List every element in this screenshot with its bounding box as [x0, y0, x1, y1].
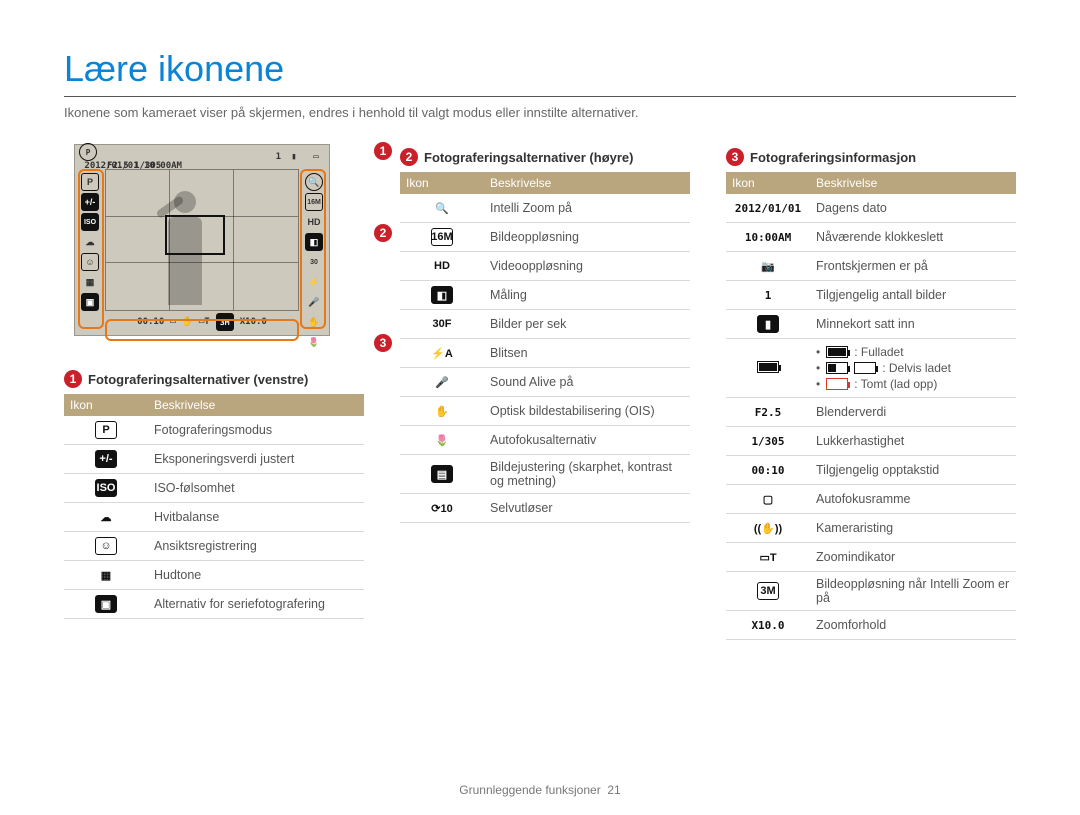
- table-row: ◧Måling: [400, 281, 690, 310]
- table-row: ▣Alternativ for seriefotografering: [64, 590, 364, 619]
- table-row: ▦Hudtone: [64, 561, 364, 590]
- section2-header: 2 Fotograferingsalternativer (høyre): [400, 148, 690, 166]
- table-row: ISOISO-følsomhet: [64, 474, 364, 503]
- table-row: ▮Minnekort satt inn: [726, 310, 1016, 339]
- table-row: ⚡ABlitsen: [400, 339, 690, 368]
- section1-header: 1 Fotograferingsalternativer (venstre): [64, 370, 364, 388]
- table-row: 🔍Intelli Zoom på: [400, 194, 690, 223]
- table-row: 2012/01/01Dagens dato: [726, 194, 1016, 223]
- section3-header: 3 Fotograferingsinformasjon: [726, 148, 1016, 166]
- table-row: PFotograferingsmodus: [64, 416, 364, 445]
- table-row: F2.5Blenderverdi: [726, 398, 1016, 427]
- table-row: ▭TZoomindikator: [726, 543, 1016, 572]
- table-row: HDVideooppløsning: [400, 252, 690, 281]
- table-row: ✋Optisk bildestabilisering (OIS): [400, 397, 690, 426]
- table-row: 00:10Tilgjengelig opptakstid: [726, 456, 1016, 485]
- table-row: 🎤Sound Alive på: [400, 368, 690, 397]
- table-row: ▢Autofokusramme: [726, 485, 1016, 514]
- table-row: 16MBildeoppløsning: [400, 223, 690, 252]
- table-row: 📷Frontskjermen er på: [726, 252, 1016, 281]
- callout-3: 3: [374, 334, 392, 352]
- table-row: ☺Ansiktsregistrering: [64, 532, 364, 561]
- camera-screen-diagram: P 2012/01/01 10:00AM 1▮▭ F2.5 1/305 P+/-…: [64, 144, 364, 336]
- title-divider: [64, 96, 1016, 97]
- table-row: 1/305Lukkerhastighet: [726, 427, 1016, 456]
- table-row: 10:00AMNåværende klokkeslett: [726, 223, 1016, 252]
- page-footer: Grunnleggende funksjoner 21: [0, 783, 1080, 797]
- table-row: ☁Hvitbalanse: [64, 503, 364, 532]
- page-subtitle: Ikonene som kameraet viser på skjermen, …: [64, 105, 1016, 120]
- table-row: 1Tilgjengelig antall bilder: [726, 281, 1016, 310]
- page-title: Lære ikonene: [64, 48, 1016, 90]
- table-row: X10.0Zoomforhold: [726, 611, 1016, 640]
- table-row: ⟳10Selvutløser: [400, 494, 690, 523]
- table-row: 30FBilder per sek: [400, 310, 690, 339]
- callout-2: 2: [374, 224, 392, 242]
- table-right-options: IkonBeskrivelse 🔍Intelli Zoom på16MBilde…: [400, 172, 690, 523]
- callout-1: 1: [374, 142, 392, 160]
- table-row: 🌷Autofokusalternativ: [400, 426, 690, 455]
- table-row: 3MBildeoppløsning når Intelli Zoom er på: [726, 572, 1016, 611]
- table-row: ▤Bildejustering (skarphet, kontrast og m…: [400, 455, 690, 494]
- table-row: ((✋))Kameraristing: [726, 514, 1016, 543]
- table-info: IkonBeskrivelse 2012/01/01Dagens dato10:…: [726, 172, 1016, 640]
- table-left-options: IkonBeskrivelse PFotograferingsmodus+/-E…: [64, 394, 364, 619]
- table-row: • : Fulladet • : Delvis ladet • : Tomt (…: [726, 339, 1016, 398]
- table-row: +/-Eksponeringsverdi justert: [64, 445, 364, 474]
